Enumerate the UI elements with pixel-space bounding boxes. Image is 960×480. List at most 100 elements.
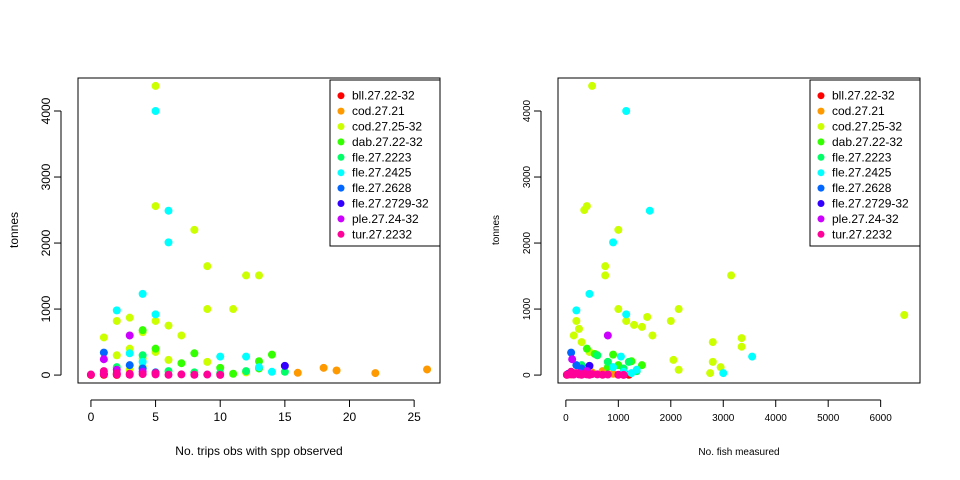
- y-axis-label: tonnes: [7, 212, 21, 248]
- legend-label: dab.27.22-32: [352, 135, 423, 149]
- y-tick-label: 1000: [522, 298, 533, 321]
- data-point: [229, 369, 238, 378]
- data-point: [593, 351, 602, 360]
- legend-marker: [337, 138, 345, 146]
- legend-label: cod.27.25-32: [832, 120, 902, 134]
- data-point: [643, 312, 652, 321]
- data-point: [267, 350, 276, 359]
- data-point: [332, 366, 341, 375]
- y-tick-label: 2000: [39, 229, 53, 256]
- legend-label: bll.27.22-32: [832, 89, 895, 103]
- legend-box: [809, 79, 921, 247]
- legend-label: cod.27.21: [832, 104, 885, 118]
- legend-label: fle.27.2223: [832, 150, 892, 164]
- legend-marker: [817, 138, 825, 146]
- data-point: [577, 338, 586, 347]
- data-point: [319, 363, 328, 372]
- data-point: [624, 357, 633, 366]
- x-tick-label: 3000: [712, 413, 735, 424]
- data-point: [112, 306, 121, 315]
- data-point: [216, 370, 225, 379]
- data-point: [669, 355, 678, 364]
- legend-label: tur.27.2232: [352, 227, 412, 241]
- legend-marker: [817, 153, 825, 161]
- x-tick-label: 10: [214, 410, 228, 424]
- legend-marker: [337, 184, 345, 192]
- data-point: [572, 316, 581, 325]
- y-tick-label: 0: [522, 372, 533, 378]
- data-point: [190, 349, 199, 358]
- y-tick-label: 2000: [522, 231, 533, 254]
- data-points: [562, 81, 909, 379]
- data-points: [86, 81, 432, 379]
- data-point: [99, 333, 108, 342]
- x-axis-label: No. trips obs with spp observed: [175, 444, 342, 458]
- data-point: [748, 352, 757, 361]
- legend-marker: [337, 92, 345, 100]
- legend-label: ple.27.24-32: [832, 212, 899, 226]
- legend-label: cod.27.25-32: [352, 120, 422, 134]
- data-point: [619, 370, 628, 379]
- data-point: [242, 271, 251, 280]
- x-tick-label: 5: [152, 410, 159, 424]
- y-tick-label: 4000: [522, 99, 533, 122]
- legend-box: [329, 79, 441, 247]
- axes: 0 5 10 15 20 25 0 1000 2000 3000 4000: [39, 97, 421, 424]
- y-tick-label: 3000: [39, 163, 53, 190]
- x-tick-label: 4000: [765, 413, 788, 424]
- data-point: [151, 316, 160, 325]
- data-point: [585, 289, 594, 298]
- y-tick-label: 1000: [39, 295, 53, 322]
- legend-marker: [337, 169, 345, 177]
- data-point: [293, 368, 302, 377]
- data-point: [99, 355, 108, 364]
- data-point: [164, 238, 173, 247]
- left-scatter-panel: 0 5 10 15 20 25 0 1000 2000 3000 4000 bll.27.22-32…: [7, 77, 441, 458]
- data-point: [125, 370, 134, 379]
- legend-marker: [337, 230, 345, 238]
- data-point: [708, 338, 717, 347]
- legend-label: fle.27.2425: [352, 166, 412, 180]
- data-point: [203, 370, 212, 379]
- data-point: [99, 348, 108, 357]
- x-tick-label: 6000: [870, 413, 893, 424]
- data-point: [614, 305, 623, 314]
- data-point: [622, 310, 631, 319]
- data-point: [280, 367, 289, 376]
- data-point: [112, 351, 121, 360]
- data-point: [719, 369, 728, 378]
- data-point: [582, 344, 591, 353]
- data-point: [164, 321, 173, 330]
- data-point: [423, 365, 432, 374]
- data-point: [203, 357, 212, 366]
- legend-marker: [337, 107, 345, 115]
- data-point: [900, 311, 909, 320]
- data-point: [151, 344, 160, 353]
- data-point: [609, 238, 618, 247]
- data-point: [648, 331, 657, 340]
- legend-label: fle.27.2729-32: [832, 197, 909, 211]
- legend-label: ple.27.24-32: [352, 212, 419, 226]
- data-point: [138, 289, 147, 298]
- data-point: [645, 206, 654, 215]
- data-point: [138, 326, 147, 335]
- data-point: [603, 331, 612, 340]
- legend-label: fle.27.2223: [352, 150, 412, 164]
- data-point: [572, 306, 581, 315]
- data-point: [177, 331, 186, 340]
- legend-label: tur.27.2232: [832, 227, 892, 241]
- data-point: [151, 202, 160, 211]
- data-point: [138, 357, 147, 366]
- legend-marker: [817, 107, 825, 115]
- data-point: [267, 367, 276, 376]
- data-point: [151, 107, 160, 116]
- data-point: [151, 310, 160, 319]
- data-point: [603, 370, 612, 379]
- data-point: [601, 271, 610, 280]
- legend-marker: [817, 184, 825, 192]
- data-point: [125, 349, 134, 358]
- data-point: [622, 316, 631, 325]
- data-point: [609, 350, 618, 359]
- legend-label: fle.27.2425: [832, 166, 892, 180]
